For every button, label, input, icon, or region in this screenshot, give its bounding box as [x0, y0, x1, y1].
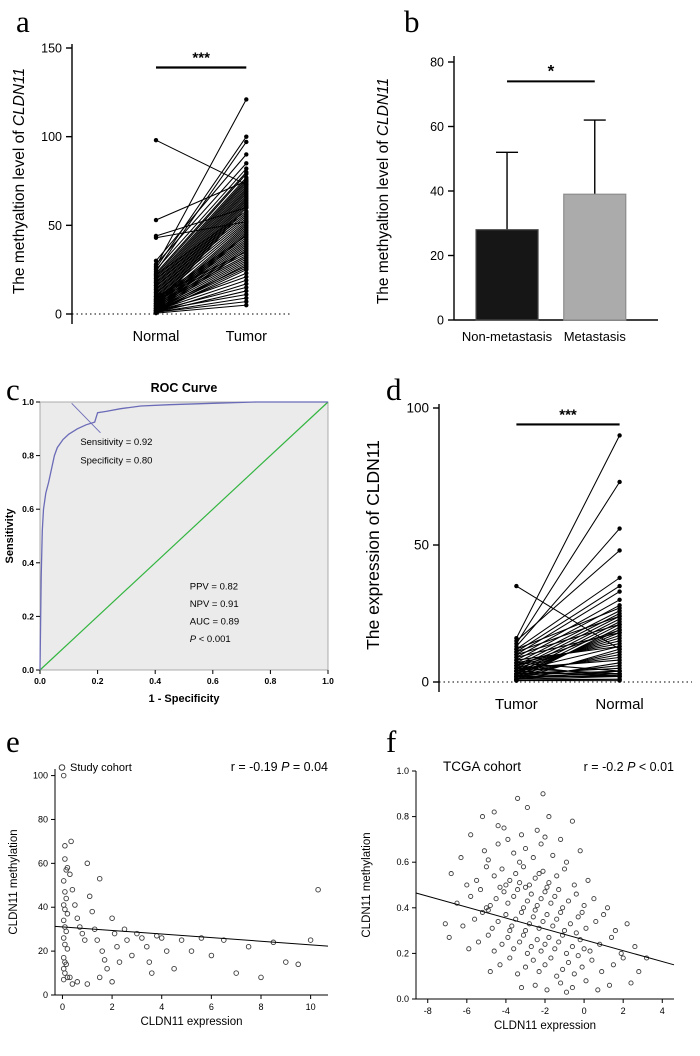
- svg-text:P < 0.001: P < 0.001: [190, 634, 231, 645]
- svg-text:r = -0.2 P < 0.01: r = -0.2 P < 0.01: [584, 760, 674, 774]
- svg-text:50: 50: [48, 219, 62, 233]
- svg-text:8: 8: [258, 1002, 263, 1012]
- svg-text:The expression of CLDN11: The expression of CLDN11: [363, 440, 383, 650]
- svg-text:6: 6: [209, 1002, 214, 1012]
- panel-d-letter: d: [386, 372, 402, 407]
- svg-text:Specificity = 0.80: Specificity = 0.80: [80, 456, 152, 467]
- panel-e-letter: e: [6, 724, 20, 759]
- svg-text:0.8: 0.8: [396, 812, 409, 822]
- svg-text:AUC = 0.89: AUC = 0.89: [190, 616, 239, 627]
- svg-text:0.2: 0.2: [22, 611, 34, 621]
- svg-text:-6: -6: [463, 1006, 471, 1016]
- svg-text:0: 0: [421, 675, 429, 690]
- svg-text:NPV = 0.91: NPV = 0.91: [190, 599, 239, 610]
- svg-text:40: 40: [430, 185, 444, 199]
- svg-text:0: 0: [582, 1006, 587, 1016]
- bar-chart-metastasis-methylation: 0 20 40 60 80 Non-metastasis Metastasis * The me…: [375, 56, 658, 344]
- svg-text:The methyaltion level of CLDN1: The methyaltion level of CLDN11: [375, 78, 392, 304]
- svg-text:2: 2: [110, 1002, 115, 1012]
- svg-text:0.2: 0.2: [92, 676, 104, 686]
- svg-text:40: 40: [38, 902, 48, 912]
- svg-text:0.4: 0.4: [149, 676, 161, 686]
- svg-text:PPV = 0.82: PPV = 0.82: [190, 582, 238, 593]
- svg-text:Sensitivity = 0.92: Sensitivity = 0.92: [80, 437, 152, 448]
- svg-text:r = -0.19 P = 0.04: r = -0.19 P = 0.04: [231, 760, 328, 774]
- svg-text:Non-metastasis: Non-metastasis: [462, 329, 553, 344]
- svg-text:50: 50: [414, 538, 429, 553]
- svg-text:Tumor: Tumor: [495, 696, 538, 713]
- svg-text:0.4: 0.4: [22, 558, 34, 568]
- svg-text:0.0: 0.0: [22, 665, 34, 675]
- paired-plot-expression-tumor-normal: 0 50 100 *** Tumor Normal The expression of CL…: [363, 401, 692, 713]
- svg-text:150: 150: [41, 42, 62, 56]
- svg-text:Normal: Normal: [133, 329, 180, 345]
- roc-curve-plot: 0.00.0 0.2 0.2 0.4 0.4 0.6 0.6 0.8 0.8 1.0 1.0 Sens…: [4, 381, 334, 705]
- svg-text:80: 80: [38, 814, 48, 824]
- svg-text:ROC Curve: ROC Curve: [151, 381, 218, 395]
- svg-text:0: 0: [43, 990, 48, 1000]
- svg-text:0.2: 0.2: [396, 948, 409, 958]
- svg-text:The methyaltion level of CLDN1: The methyaltion level of CLDN11: [11, 68, 28, 294]
- panel-f-letter: f: [386, 724, 397, 759]
- scatter-tcga-cohort: -8 -6 -4 -2 0 2 4 0.0 0.2 0.4 0.6 0.8 1.0 TCGA cohort…: [361, 759, 675, 1032]
- svg-text:0.0: 0.0: [396, 994, 409, 1004]
- svg-text:4: 4: [660, 1006, 665, 1016]
- svg-text:0.6: 0.6: [396, 857, 409, 867]
- svg-text:0.6: 0.6: [22, 504, 34, 514]
- svg-text:0: 0: [55, 308, 62, 322]
- svg-text:*: *: [548, 61, 555, 80]
- paired-plot-methylation-normal-tumor: 0 50 100 150 *** Normal Tumor The methyaltion l…: [11, 42, 290, 345]
- svg-text:60: 60: [38, 858, 48, 868]
- svg-text:1.0: 1.0: [22, 397, 34, 407]
- svg-text:0: 0: [60, 1002, 65, 1012]
- svg-text:-8: -8: [424, 1006, 432, 1016]
- svg-text:1.0: 1.0: [396, 766, 409, 776]
- svg-text:Normal: Normal: [595, 696, 643, 713]
- svg-text:Sensitivity: Sensitivity: [4, 508, 16, 564]
- svg-text:-2: -2: [541, 1006, 549, 1016]
- svg-text:0.0: 0.0: [34, 676, 46, 686]
- svg-text:60: 60: [430, 120, 444, 134]
- svg-text:0.8: 0.8: [264, 676, 276, 686]
- svg-text:1 - Specificity: 1 - Specificity: [149, 693, 221, 705]
- svg-text:CLDN11 methylation: CLDN11 methylation: [8, 829, 20, 934]
- svg-text:0.6: 0.6: [207, 676, 219, 686]
- panel-b-letter: b: [404, 4, 420, 39]
- svg-text:2: 2: [621, 1006, 626, 1016]
- svg-text:Metastasis: Metastasis: [564, 329, 627, 344]
- svg-text:0: 0: [437, 314, 444, 328]
- svg-text:***: ***: [192, 50, 210, 67]
- svg-text:10: 10: [306, 1002, 316, 1012]
- svg-text:CLDN11 expression: CLDN11 expression: [140, 1016, 242, 1028]
- svg-text:Tumor: Tumor: [226, 329, 268, 345]
- svg-text:CLDN11 methylation: CLDN11 methylation: [361, 832, 373, 937]
- svg-text:80: 80: [430, 56, 444, 70]
- svg-text:CLDN11 expression: CLDN11 expression: [494, 1020, 596, 1032]
- svg-text:4: 4: [159, 1002, 164, 1012]
- svg-text:100: 100: [406, 401, 429, 416]
- svg-text:100: 100: [33, 771, 48, 781]
- svg-text:***: ***: [559, 406, 577, 423]
- panel-c-letter: c: [6, 372, 20, 407]
- svg-text:20: 20: [430, 249, 444, 263]
- svg-text:1.0: 1.0: [322, 676, 334, 686]
- svg-text:20: 20: [38, 946, 48, 956]
- svg-text:100: 100: [41, 130, 62, 144]
- svg-text:0.8: 0.8: [22, 451, 34, 461]
- svg-text:TCGA cohort: TCGA cohort: [443, 759, 521, 774]
- svg-text:-4: -4: [502, 1006, 510, 1016]
- panel-a-letter: a: [16, 4, 30, 39]
- svg-text:0.4: 0.4: [396, 903, 409, 913]
- svg-text:Study cohort: Study cohort: [70, 762, 132, 774]
